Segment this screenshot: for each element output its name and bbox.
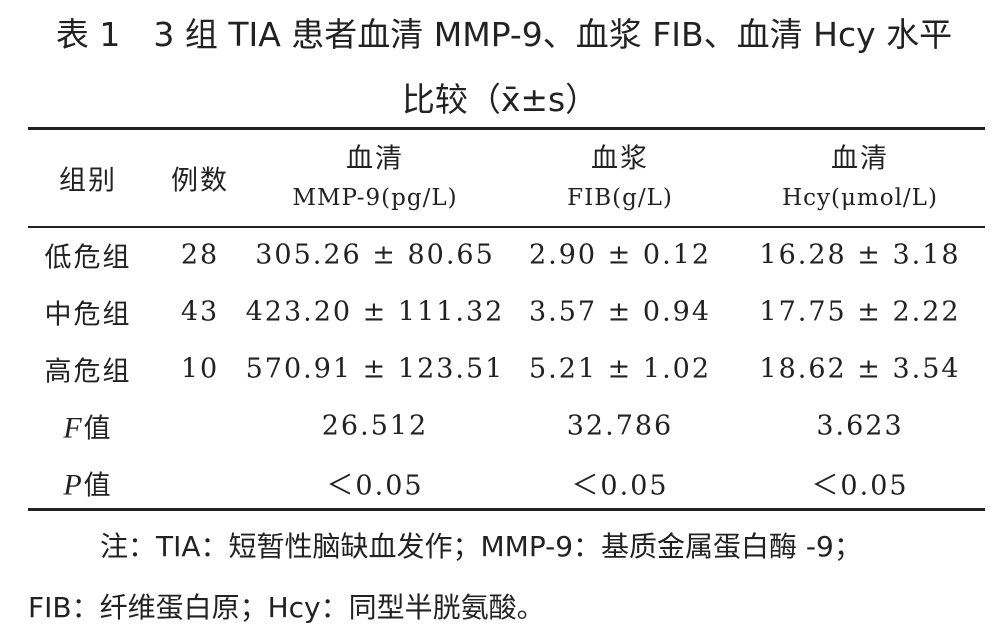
header-cell: 组别 (59, 165, 117, 197)
stat-value: ＜0.05 (811, 470, 909, 502)
title-line: 表 1 3 组 TIA 患者血清 MMP-9、血浆 FIB、血清 Hcy 水平 (55, 15, 953, 54)
stat-suffix: 值 (83, 413, 113, 445)
table-cell: 18.62 ± 3.54 (759, 353, 961, 385)
stat-value: ＜0.05 (571, 470, 669, 502)
stat-symbol: P (63, 468, 84, 502)
table-cell: 423.20 ± 111.32 (245, 296, 505, 328)
table-cell: 2.90 ± 0.12 (528, 239, 712, 271)
table-cell: 16.28 ± 3.18 (759, 239, 961, 271)
table-cell: 3.57 ± 0.94 (528, 296, 712, 328)
stat-label: F值 (63, 407, 112, 446)
stat-value: 32.786 (566, 410, 674, 442)
header-rule (28, 226, 985, 228)
header-unit: Hcy(μmol/L) (782, 185, 938, 211)
table-cell: 17.75 ± 2.22 (759, 296, 961, 328)
header-cell: 血清 (346, 143, 404, 175)
table-cell: 10 (180, 353, 220, 385)
stat-value: 26.512 (321, 410, 429, 442)
table-cell: 570.91 ± 123.51 (245, 353, 505, 385)
header-cell: 血浆 (591, 143, 649, 175)
stat-suffix: 值 (83, 470, 113, 502)
table-cell: 28 (180, 239, 220, 271)
header-unit: MMP-9(pg/L) (292, 185, 458, 211)
bottom-rule (28, 508, 985, 511)
table-cell: 305.26 ± 80.65 (255, 239, 495, 271)
table-cell: 中危组 (44, 299, 132, 331)
header-cell: 例数 (171, 165, 229, 197)
title-line: 比较（x̄±s） (401, 80, 599, 119)
table-cell: 43 (180, 296, 220, 328)
stat-symbol: F (63, 411, 84, 445)
top-rule (28, 127, 985, 130)
table-cell: 5.21 ± 1.02 (528, 353, 712, 385)
table-cell: 低危组 (44, 242, 132, 274)
stat-value: ＜0.05 (326, 470, 424, 502)
note: FIB：纤维蛋白原；Hcy：同型半胱氨酸。 (28, 591, 545, 624)
header-unit: FIB(g/L) (567, 185, 673, 211)
stat-value: 3.623 (816, 410, 904, 442)
table-cell: 高危组 (44, 356, 132, 388)
note: 注：TIA：短暂性脑缺血发作；MMP-9：基质金属蛋白酶 -9； (100, 530, 862, 563)
header-cell: 血清 (831, 143, 889, 175)
stat-label: P值 (63, 464, 112, 503)
